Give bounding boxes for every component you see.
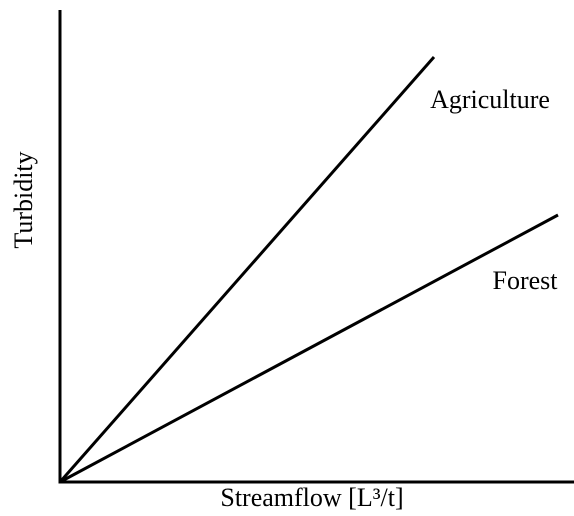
series-label: Agriculture bbox=[430, 85, 550, 114]
series-label: Forest bbox=[493, 266, 559, 295]
y-axis-label: Turbidity bbox=[9, 151, 38, 248]
series-line bbox=[59, 213, 559, 484]
x-axis-label: Streamflow [L³/t] bbox=[220, 483, 403, 512]
series-line bbox=[58, 56, 436, 483]
